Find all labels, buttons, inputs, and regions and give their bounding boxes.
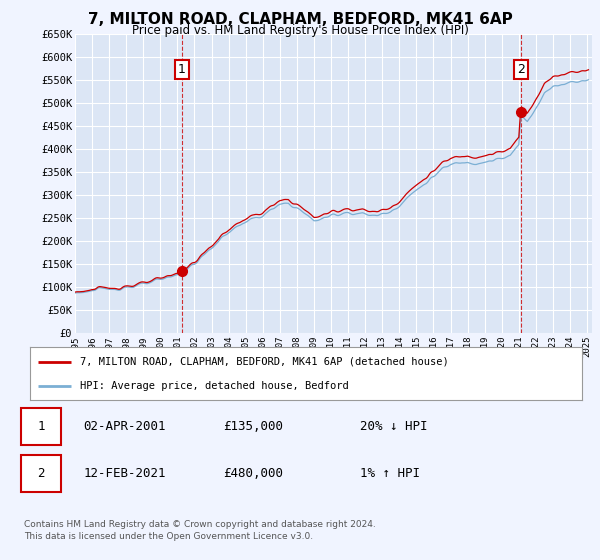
Text: 2: 2: [517, 63, 525, 76]
Text: £480,000: £480,000: [223, 467, 283, 480]
Text: £135,000: £135,000: [223, 420, 283, 433]
Text: 7, MILTON ROAD, CLAPHAM, BEDFORD, MK41 6AP (detached house): 7, MILTON ROAD, CLAPHAM, BEDFORD, MK41 6…: [80, 357, 448, 367]
FancyBboxPatch shape: [21, 408, 61, 445]
Text: 02-APR-2001: 02-APR-2001: [83, 420, 166, 433]
Text: This data is licensed under the Open Government Licence v3.0.: This data is licensed under the Open Gov…: [24, 532, 313, 541]
Text: 20% ↓ HPI: 20% ↓ HPI: [360, 420, 427, 433]
Text: 7, MILTON ROAD, CLAPHAM, BEDFORD, MK41 6AP: 7, MILTON ROAD, CLAPHAM, BEDFORD, MK41 6…: [88, 12, 512, 27]
Text: 1: 1: [37, 420, 44, 433]
Text: Contains HM Land Registry data © Crown copyright and database right 2024.: Contains HM Land Registry data © Crown c…: [24, 520, 376, 529]
Text: 1: 1: [178, 63, 185, 76]
Text: 12-FEB-2021: 12-FEB-2021: [83, 467, 166, 480]
FancyBboxPatch shape: [21, 455, 61, 492]
Text: Price paid vs. HM Land Registry's House Price Index (HPI): Price paid vs. HM Land Registry's House …: [131, 24, 469, 36]
Text: 2: 2: [37, 467, 44, 480]
Text: 1% ↑ HPI: 1% ↑ HPI: [360, 467, 420, 480]
Text: HPI: Average price, detached house, Bedford: HPI: Average price, detached house, Bedf…: [80, 381, 349, 391]
